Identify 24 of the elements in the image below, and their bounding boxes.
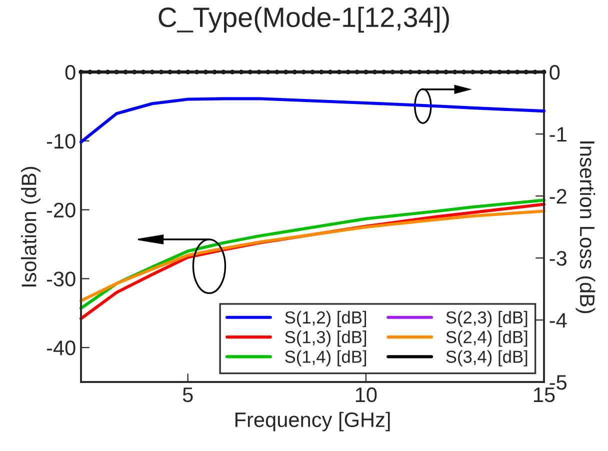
y2-tick-label: -5 [550, 375, 567, 390]
legend-label: S(2,3) [dB] [446, 310, 528, 328]
legend-label: S(1,2) [dB] [285, 310, 366, 328]
y2-tick-label: -1 [550, 127, 566, 142]
y2-tick-label: 0 [550, 65, 560, 80]
legend-label: S(1,4) [dB] [285, 350, 366, 366]
y-tick-label: -30 [46, 272, 76, 286]
y-tick-label: 0 [65, 65, 76, 80]
legend-label: S(3,4) [dB] [446, 350, 528, 366]
y-tick-label: -40 [46, 340, 76, 356]
y2-axis-title: Insertion Loss (dB) [576, 142, 596, 314]
y-axis-title: Isolation (dB) [21, 166, 40, 286]
y2-tick-label: -2 [550, 189, 566, 204]
y2-tick-label: -3 [550, 251, 566, 266]
legend-label: S(2,4) [dB] [446, 330, 528, 347]
legend-label: S(1,3) [dB] [285, 330, 366, 347]
y-tick-label: -20 [46, 202, 76, 218]
chart-title: C_Type(Mode-1[12,34]) [158, 6, 449, 33]
x-tick-label: 10 [356, 387, 377, 402]
x-axis-title: Frequency [GHz] [235, 412, 390, 432]
y-tick-label: -10 [46, 134, 76, 149]
x-tick-label: 5 [182, 388, 193, 402]
y2-tick-label: -4 [550, 313, 567, 328]
x-tick-label: 15 [534, 388, 555, 402]
